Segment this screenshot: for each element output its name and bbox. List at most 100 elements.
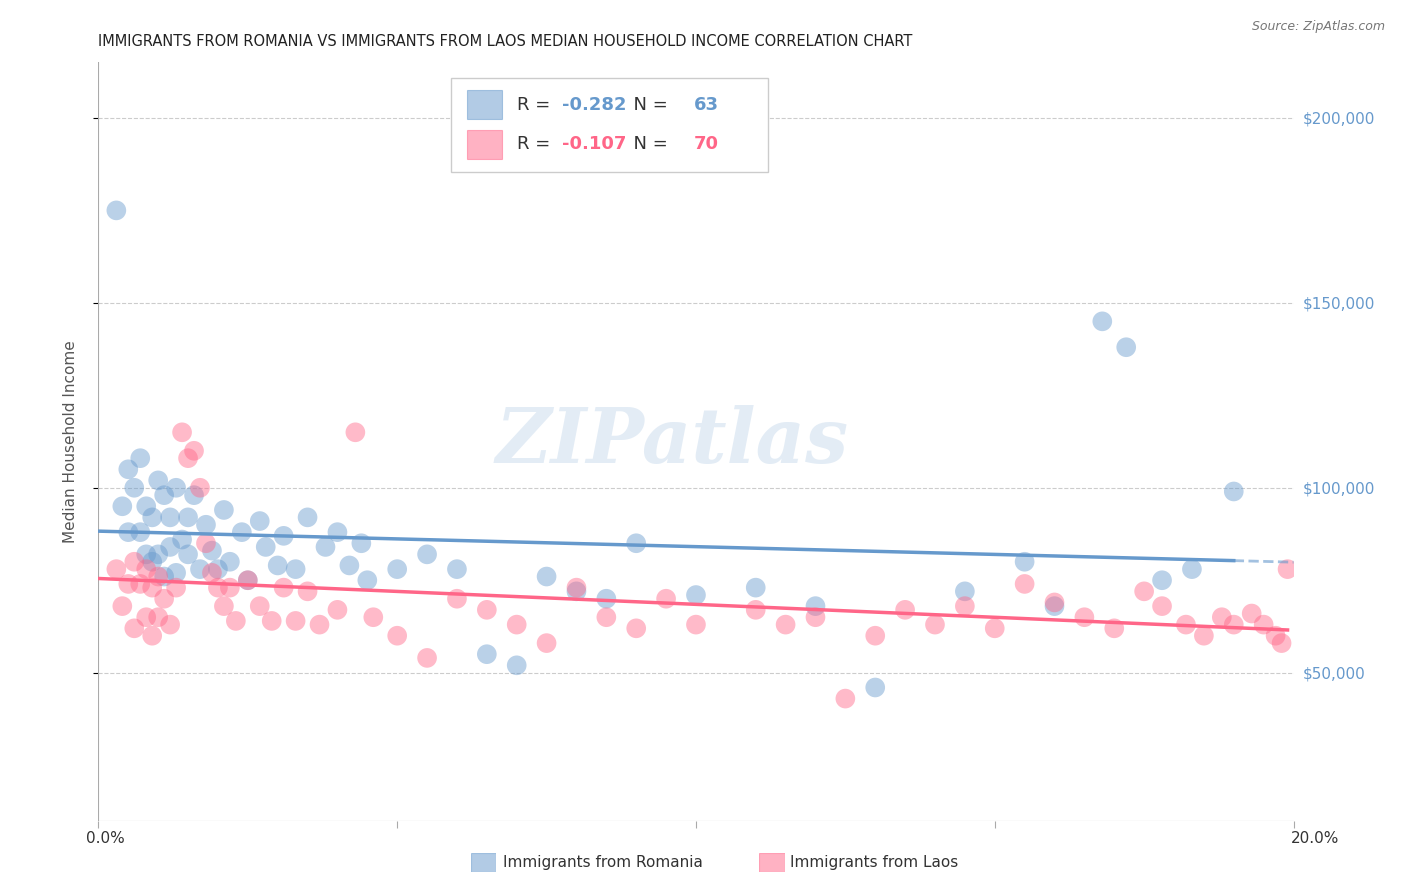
Point	[350, 536, 373, 550]
Point	[834, 691, 856, 706]
Point	[1152, 573, 1174, 587]
Point	[416, 651, 439, 665]
Point	[141, 555, 163, 569]
Point	[207, 581, 229, 595]
Point	[326, 525, 349, 540]
Point	[177, 451, 200, 466]
Point	[153, 569, 176, 583]
Point	[1240, 607, 1263, 621]
Point	[1223, 617, 1246, 632]
Point	[195, 517, 218, 532]
Point	[984, 621, 1007, 635]
Point	[225, 614, 247, 628]
Point	[135, 562, 157, 576]
Point	[1014, 555, 1036, 569]
Point	[315, 540, 337, 554]
FancyBboxPatch shape	[467, 130, 502, 159]
Point	[159, 617, 181, 632]
Point	[536, 636, 558, 650]
Point	[865, 681, 887, 695]
Text: 70: 70	[693, 136, 718, 153]
Point	[745, 581, 768, 595]
Point	[273, 581, 295, 595]
Point	[745, 603, 768, 617]
Text: Immigrants from Romania: Immigrants from Romania	[503, 855, 703, 870]
FancyBboxPatch shape	[467, 90, 502, 120]
Point	[172, 533, 194, 547]
Text: R =: R =	[517, 96, 555, 114]
Point	[177, 547, 200, 561]
Point	[1264, 629, 1286, 643]
Point	[416, 547, 439, 561]
Point	[865, 629, 887, 643]
Point	[188, 562, 211, 576]
Point	[153, 591, 176, 606]
Point	[212, 503, 235, 517]
Point	[124, 481, 146, 495]
Point	[135, 500, 157, 514]
Point	[135, 547, 157, 561]
Point	[129, 525, 152, 540]
Point	[141, 581, 163, 595]
Point	[117, 577, 139, 591]
Point	[339, 558, 361, 573]
Point	[1091, 314, 1114, 328]
Point	[685, 617, 707, 632]
Point	[1043, 599, 1066, 614]
Point	[1253, 617, 1275, 632]
Point	[894, 603, 917, 617]
Text: N =: N =	[621, 96, 673, 114]
Point	[129, 577, 152, 591]
Point	[249, 599, 271, 614]
Point	[363, 610, 385, 624]
Text: 0.0%: 0.0%	[86, 831, 125, 846]
Point	[775, 617, 797, 632]
Point	[385, 629, 409, 643]
Text: IMMIGRANTS FROM ROMANIA VS IMMIGRANTS FROM LAOS MEDIAN HOUSEHOLD INCOME CORRELAT: IMMIGRANTS FROM ROMANIA VS IMMIGRANTS FR…	[98, 34, 912, 49]
Point	[804, 610, 827, 624]
Point	[1271, 636, 1294, 650]
Point	[356, 573, 378, 587]
Point	[267, 558, 290, 573]
Text: N =: N =	[621, 136, 673, 153]
Point	[231, 525, 253, 540]
Point	[475, 603, 498, 617]
Point	[111, 500, 134, 514]
Point	[626, 536, 648, 550]
Point	[595, 610, 617, 624]
Point	[219, 555, 242, 569]
Point	[284, 614, 307, 628]
Point	[1014, 577, 1036, 591]
Point	[953, 584, 976, 599]
Point	[188, 481, 211, 495]
Point	[308, 617, 330, 632]
Point	[565, 584, 588, 599]
Text: Immigrants from Laos: Immigrants from Laos	[790, 855, 959, 870]
Point	[159, 510, 181, 524]
Point	[536, 569, 558, 583]
Point	[165, 566, 187, 580]
Point	[177, 510, 200, 524]
Text: 63: 63	[693, 96, 718, 114]
Point	[475, 647, 498, 661]
Text: 20.0%: 20.0%	[1291, 831, 1339, 846]
Point	[117, 462, 139, 476]
Point	[105, 203, 128, 218]
Point	[804, 599, 827, 614]
Point	[254, 540, 277, 554]
Point	[172, 425, 194, 440]
Point	[1277, 562, 1299, 576]
Point	[159, 540, 181, 554]
Point	[249, 514, 271, 528]
Point	[117, 525, 139, 540]
Point	[111, 599, 134, 614]
Point	[595, 591, 617, 606]
Point	[141, 629, 163, 643]
Point	[1043, 595, 1066, 609]
Point	[385, 562, 409, 576]
Point	[124, 555, 146, 569]
Point	[297, 584, 319, 599]
Point	[201, 566, 224, 580]
Point	[506, 658, 529, 673]
Point	[183, 443, 205, 458]
